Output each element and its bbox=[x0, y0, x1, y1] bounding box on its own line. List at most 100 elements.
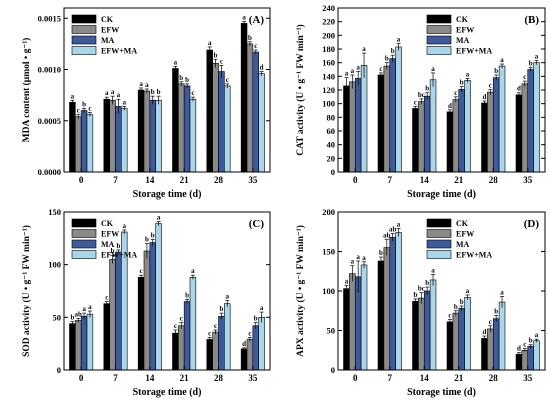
bar-7-EFW bbox=[109, 99, 116, 173]
bar-21-MA bbox=[458, 89, 465, 173]
bar-0-CK bbox=[69, 102, 76, 173]
bar-14-EFW+MA bbox=[429, 79, 437, 173]
significance-letter: c bbox=[379, 65, 382, 73]
x-tick-label: 35 bbox=[523, 175, 533, 185]
significance-letter: a bbox=[345, 277, 349, 285]
x-tick-label: 28 bbox=[214, 373, 224, 383]
bar-7-EFW bbox=[109, 259, 116, 371]
x-tick-label: 14 bbox=[145, 373, 155, 383]
bar-7-MA bbox=[115, 251, 122, 371]
bar-21-EFW+MA bbox=[189, 277, 197, 371]
significance-letter: a bbox=[431, 65, 435, 73]
significance-letter: b bbox=[494, 67, 498, 75]
bar-21-EFW+MA bbox=[189, 98, 197, 173]
legend-swatch bbox=[426, 25, 452, 34]
significance-letter: a bbox=[174, 58, 178, 66]
bar-28-EFW bbox=[487, 91, 494, 173]
bar-35-EFW+MA bbox=[533, 62, 540, 173]
legend-swatch bbox=[426, 250, 452, 259]
legend-label: EFW bbox=[456, 26, 474, 35]
significance-letter: a bbox=[260, 304, 264, 312]
y-tick-label: 220 bbox=[322, 17, 335, 27]
significance-letter: a bbox=[157, 213, 161, 221]
x-tick-label: 28 bbox=[489, 373, 499, 383]
x-tick-label: 21 bbox=[180, 175, 190, 185]
bar-28-CK bbox=[206, 49, 213, 173]
bar-21-MA bbox=[458, 308, 465, 371]
significance-letter: b bbox=[454, 303, 458, 311]
bar-21-EFW bbox=[178, 325, 185, 371]
bar-21-CK bbox=[172, 68, 179, 173]
bar-0-EFW bbox=[75, 116, 82, 173]
legend-swatch bbox=[71, 35, 97, 45]
significance-letter: ab bbox=[75, 310, 83, 318]
significance-letter: b bbox=[425, 279, 429, 287]
y-tick-label: 0.0010 bbox=[38, 65, 61, 75]
bar-14-EFW bbox=[143, 90, 151, 173]
legend-label: MA bbox=[456, 240, 470, 249]
bar-7-EFW bbox=[383, 65, 391, 173]
x-tick-label: 28 bbox=[214, 175, 224, 185]
y-tick-label: 100 bbox=[322, 286, 335, 296]
y-tick-label: 0.0015 bbox=[38, 13, 61, 23]
significance-letter: b bbox=[111, 247, 115, 255]
significance-letter: bc bbox=[418, 91, 425, 99]
bar-14-EFW bbox=[143, 250, 151, 371]
bar-21-EFW+MA bbox=[464, 297, 471, 371]
significance-letter: bc bbox=[418, 285, 425, 293]
significance-letter: a bbox=[466, 70, 470, 78]
legend-swatch bbox=[71, 239, 97, 249]
significance-letter: b bbox=[214, 51, 218, 59]
significance-letter: c bbox=[248, 329, 251, 337]
y-tick-label: 100 bbox=[322, 99, 335, 109]
bar-35-MA bbox=[252, 325, 259, 371]
bar-21-MA bbox=[183, 301, 191, 371]
significance-letter: b bbox=[116, 242, 120, 250]
significance-letter: b bbox=[254, 315, 258, 323]
panel-label: (D) bbox=[524, 218, 540, 230]
legend-label: CK bbox=[456, 219, 469, 228]
y-tick-label: 0 bbox=[57, 365, 61, 375]
significance-letter: a bbox=[123, 98, 127, 106]
significance-letter: c bbox=[191, 89, 194, 97]
significance-letter: d bbox=[242, 340, 246, 348]
bar-7-CK bbox=[103, 303, 110, 371]
bar-35-EFW+MA bbox=[533, 340, 540, 371]
x-tick-label: 35 bbox=[523, 373, 533, 383]
significance-letter: a bbox=[351, 258, 355, 266]
significance-letter: ab bbox=[389, 225, 397, 233]
significance-letter: c bbox=[220, 57, 223, 65]
bar-14-EFW bbox=[418, 297, 425, 371]
bar-28-EFW+MA bbox=[498, 301, 506, 371]
plot-frame bbox=[63, 211, 271, 371]
bar-7-EFW+MA bbox=[121, 108, 128, 173]
significance-letter: a bbox=[111, 88, 115, 96]
significance-letter: a bbox=[397, 221, 401, 229]
significance-letter: a bbox=[397, 36, 401, 44]
significance-letter: b bbox=[494, 307, 498, 315]
y-tick-label: 100 bbox=[48, 260, 61, 270]
significance-letter: a bbox=[351, 67, 355, 75]
bar-28-MA bbox=[218, 71, 225, 173]
y-tick-label: 200 bbox=[322, 30, 335, 40]
y-tick-label: 150 bbox=[322, 247, 335, 257]
significance-letter: d bbox=[482, 93, 486, 101]
significance-letter: b bbox=[379, 249, 383, 257]
significance-letter: a bbox=[356, 253, 360, 261]
significance-letter: c bbox=[448, 311, 451, 319]
bar-35-EFW bbox=[521, 349, 529, 371]
legend-swatch bbox=[426, 35, 452, 45]
significance-letter: b bbox=[248, 34, 252, 42]
legend-swatch bbox=[71, 14, 97, 24]
bar-35-CK bbox=[240, 348, 248, 371]
legend-label: MA bbox=[101, 240, 115, 249]
bar-7-MA bbox=[389, 236, 396, 371]
bar-21-EFW bbox=[452, 99, 460, 173]
significance-letter: b bbox=[460, 79, 464, 87]
significance-letter: b bbox=[151, 88, 155, 96]
significance-letter: b bbox=[385, 55, 389, 63]
